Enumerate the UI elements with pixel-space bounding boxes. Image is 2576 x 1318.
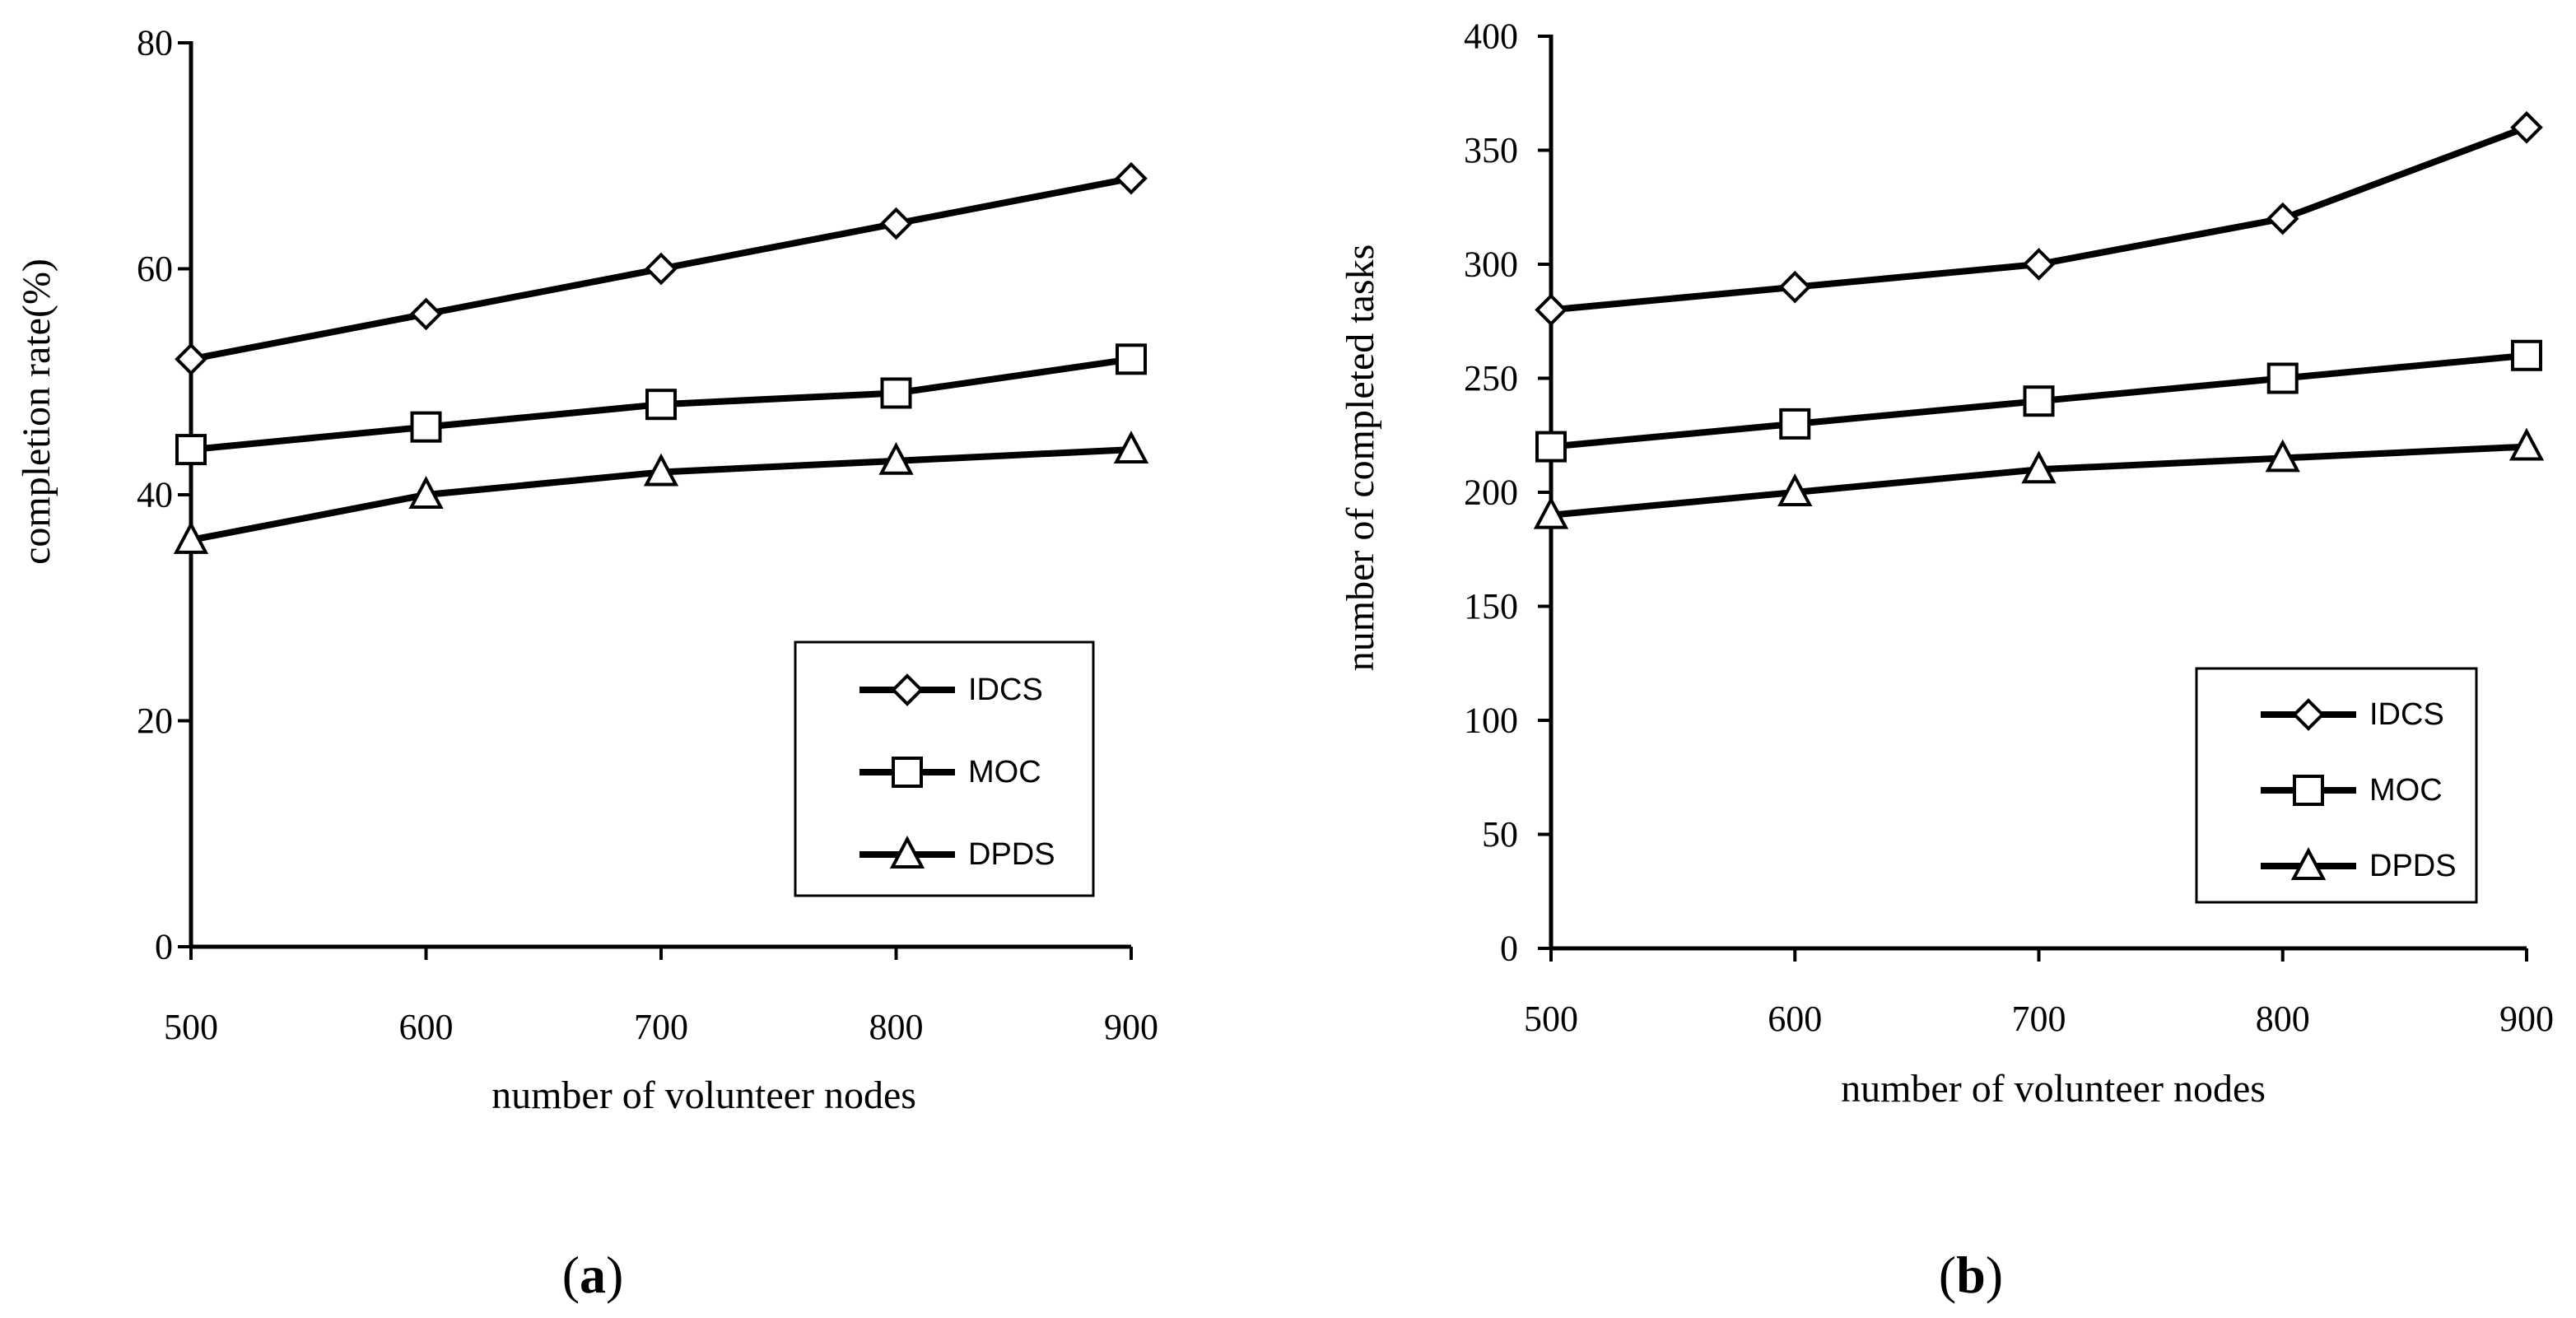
x-tick-label: 600 <box>399 1007 454 1047</box>
data-point-idcs <box>879 207 913 240</box>
data-point-idcs <box>645 252 678 286</box>
legend-label: DPDS <box>2369 849 2457 883</box>
data-point-idcs <box>1535 293 1567 327</box>
legend-marker-diamond <box>891 673 924 706</box>
y-tick-label: 350 <box>1464 130 1518 170</box>
y-tick-label: 60 <box>137 249 173 289</box>
x-tick-label: 500 <box>1524 999 1578 1039</box>
data-point-moc <box>1116 343 1147 375</box>
data-point-dpds <box>643 453 679 487</box>
chart-panel-b: 0 50 100 150 200 250 300 350 400 500 600 700 800 900 n… <box>1339 16 2554 1305</box>
x-axis-title: number of volunteer nodes <box>491 1073 916 1117</box>
legend-label: IDCS <box>2369 697 2444 732</box>
data-point-dpds <box>1777 473 1813 506</box>
x-tick-label: 800 <box>2256 999 2310 1039</box>
series-idcs <box>175 161 1148 376</box>
series-dpds <box>173 431 1149 554</box>
x-tick-label: 900 <box>2499 999 2554 1039</box>
y-tick-label: 150 <box>1464 586 1518 626</box>
x-tick-label: 700 <box>2012 999 2066 1039</box>
data-point-idcs <box>1778 270 1812 304</box>
x-tick-label: 800 <box>869 1007 924 1047</box>
panel-label: (b) <box>1939 1246 2003 1304</box>
legend-item-idcs: IDCS <box>2261 697 2444 732</box>
y-tick-label: 0 <box>1500 929 1518 969</box>
legend-marker-square <box>892 757 923 788</box>
y-tick-label: 100 <box>1464 701 1518 741</box>
data-point-moc <box>880 377 912 409</box>
data-point-dpds <box>2508 427 2545 461</box>
y-tick-label: 20 <box>137 701 173 741</box>
data-point-dpds <box>408 476 444 509</box>
legend-item-idcs: IDCS <box>859 673 1043 707</box>
data-point-dpds <box>878 441 914 475</box>
series-idcs <box>1535 110 2543 327</box>
y-tick-label: 300 <box>1464 245 1518 285</box>
data-point-dpds <box>2265 439 2300 473</box>
legend-label: MOC <box>2369 773 2443 808</box>
legend-item-moc: MOC <box>2261 773 2443 808</box>
y-tick-label: 250 <box>1464 358 1518 398</box>
data-point-moc <box>1779 408 1811 440</box>
chart-panel-a: 0 20 40 60 80 500 600 700 800 900 number of volunt… <box>15 23 1158 1305</box>
series-dpds <box>1533 427 2545 529</box>
legend-label: MOC <box>968 755 1041 789</box>
x-tick-label: 500 <box>164 1007 218 1047</box>
data-point-moc <box>2511 339 2542 371</box>
panel-label-close: ) <box>606 1246 623 1304</box>
data-point-idcs <box>175 342 207 376</box>
panel-label: (a) <box>562 1246 624 1304</box>
data-point-idcs <box>2510 110 2543 144</box>
series-moc <box>175 343 1147 466</box>
legend-item-dpds: DPDS <box>859 836 1055 872</box>
y-tick-label: 0 <box>155 927 173 967</box>
panel-label-letter: a <box>580 1246 606 1304</box>
y-axis-title: number of completed tasks <box>1339 245 1382 672</box>
legend-item-moc: MOC <box>859 755 1041 789</box>
x-tick-label: 600 <box>1768 999 1822 1039</box>
data-point-dpds <box>1533 496 1569 529</box>
x-tick-label: 700 <box>634 1007 688 1047</box>
data-point-moc <box>175 434 207 466</box>
legend-marker-diamond <box>2292 698 2325 731</box>
panel-label-open: ( <box>1939 1246 1956 1304</box>
y-tick-label: 80 <box>137 23 173 63</box>
y-tick-label: 400 <box>1464 16 1518 57</box>
legend-marker-triangle <box>889 836 925 869</box>
panel-label-open: ( <box>562 1246 580 1304</box>
y-tick-label: 200 <box>1464 473 1518 513</box>
data-point-moc <box>645 389 677 421</box>
series-moc <box>1535 339 2542 463</box>
y-tick-label: 40 <box>137 475 173 515</box>
legend-marker-triangle <box>2290 847 2327 880</box>
data-point-idcs <box>409 297 443 331</box>
data-point-idcs <box>2266 202 2299 235</box>
panel-label-letter: b <box>1956 1246 1986 1304</box>
data-point-dpds <box>1113 431 1149 464</box>
legend-marker-square <box>2293 775 2324 806</box>
legend-item-dpds: DPDS <box>2261 847 2457 883</box>
y-axis-title: completion rate(%) <box>15 258 58 565</box>
panel-label-close: ) <box>1986 1246 2003 1304</box>
data-point-moc <box>2023 385 2055 417</box>
data-point-idcs <box>2022 248 2056 281</box>
data-point-moc <box>2266 362 2299 394</box>
data-point-idcs <box>1115 161 1148 195</box>
data-point-moc <box>1535 431 1567 463</box>
legend: IDCS MOC DPDS <box>2195 667 2478 904</box>
data-point-moc <box>410 411 442 443</box>
legend-label: DPDS <box>968 837 1055 872</box>
legend-label: IDCS <box>968 673 1043 707</box>
x-axis-title: number of volunteer nodes <box>1841 1067 2266 1111</box>
y-tick-label: 50 <box>1482 814 1518 855</box>
data-point-dpds <box>173 520 209 554</box>
data-point-dpds <box>2021 450 2057 484</box>
legend: IDCS MOC DPDS <box>794 640 1095 897</box>
x-tick-label: 900 <box>1104 1007 1158 1047</box>
